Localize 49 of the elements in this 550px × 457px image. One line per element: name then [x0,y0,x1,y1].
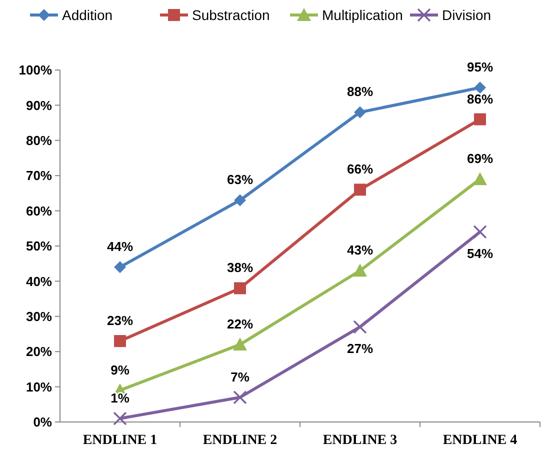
point [354,106,366,118]
y-tick-label: 90% [26,98,52,113]
point [353,320,367,334]
point [473,225,487,239]
legend-label: Addition [62,6,113,23]
point [354,184,366,196]
x-tick-label: ENDLINE 4 [442,433,518,448]
y-tick-label: 40% [26,274,52,289]
point [234,282,246,294]
data-label: 7% [230,369,250,384]
data-label: 54% [466,246,494,261]
legend-label: Division [442,6,492,23]
point [474,113,486,126]
point [474,82,486,94]
x-tick-label: ENDLINE 3 [322,433,398,448]
legend-label: Multiplication [322,6,403,23]
point [233,338,247,351]
data-label: 38% [226,260,254,276]
point [233,390,247,404]
data-label: 43% [346,242,374,258]
y-tick-label: 10% [26,379,52,394]
data-label: 66% [346,162,374,177]
data-label: 69% [466,151,494,166]
point [234,194,246,206]
y-tick-label: 100% [18,62,52,78]
y-tick-label: 80% [26,132,52,148]
legend-label: Substraction [192,6,270,23]
data-label: 27% [346,340,374,356]
data-label: 22% [226,316,254,332]
y-tick-label: 60% [26,203,52,218]
data-label: 23% [106,313,134,328]
point [113,412,127,426]
data-label: 86% [466,91,494,106]
data-label: 9% [110,362,130,378]
y-tick-label: 20% [26,344,52,360]
x-tick-label: ENDLINE 1 [82,433,158,448]
point [473,172,487,186]
y-tick-label: 50% [26,238,52,254]
point [353,264,367,277]
data-label: 63% [226,172,254,188]
y-tick-label: 30% [26,308,52,324]
point [114,335,126,348]
data-label: 44% [106,239,134,254]
data-label: 95% [466,60,494,75]
y-tick-label: 70% [26,168,52,184]
y-tick-label: 0% [33,414,52,430]
x-tick-label: ENDLINE 2 [202,433,278,448]
data-label: 88% [346,84,374,100]
point [114,261,126,274]
